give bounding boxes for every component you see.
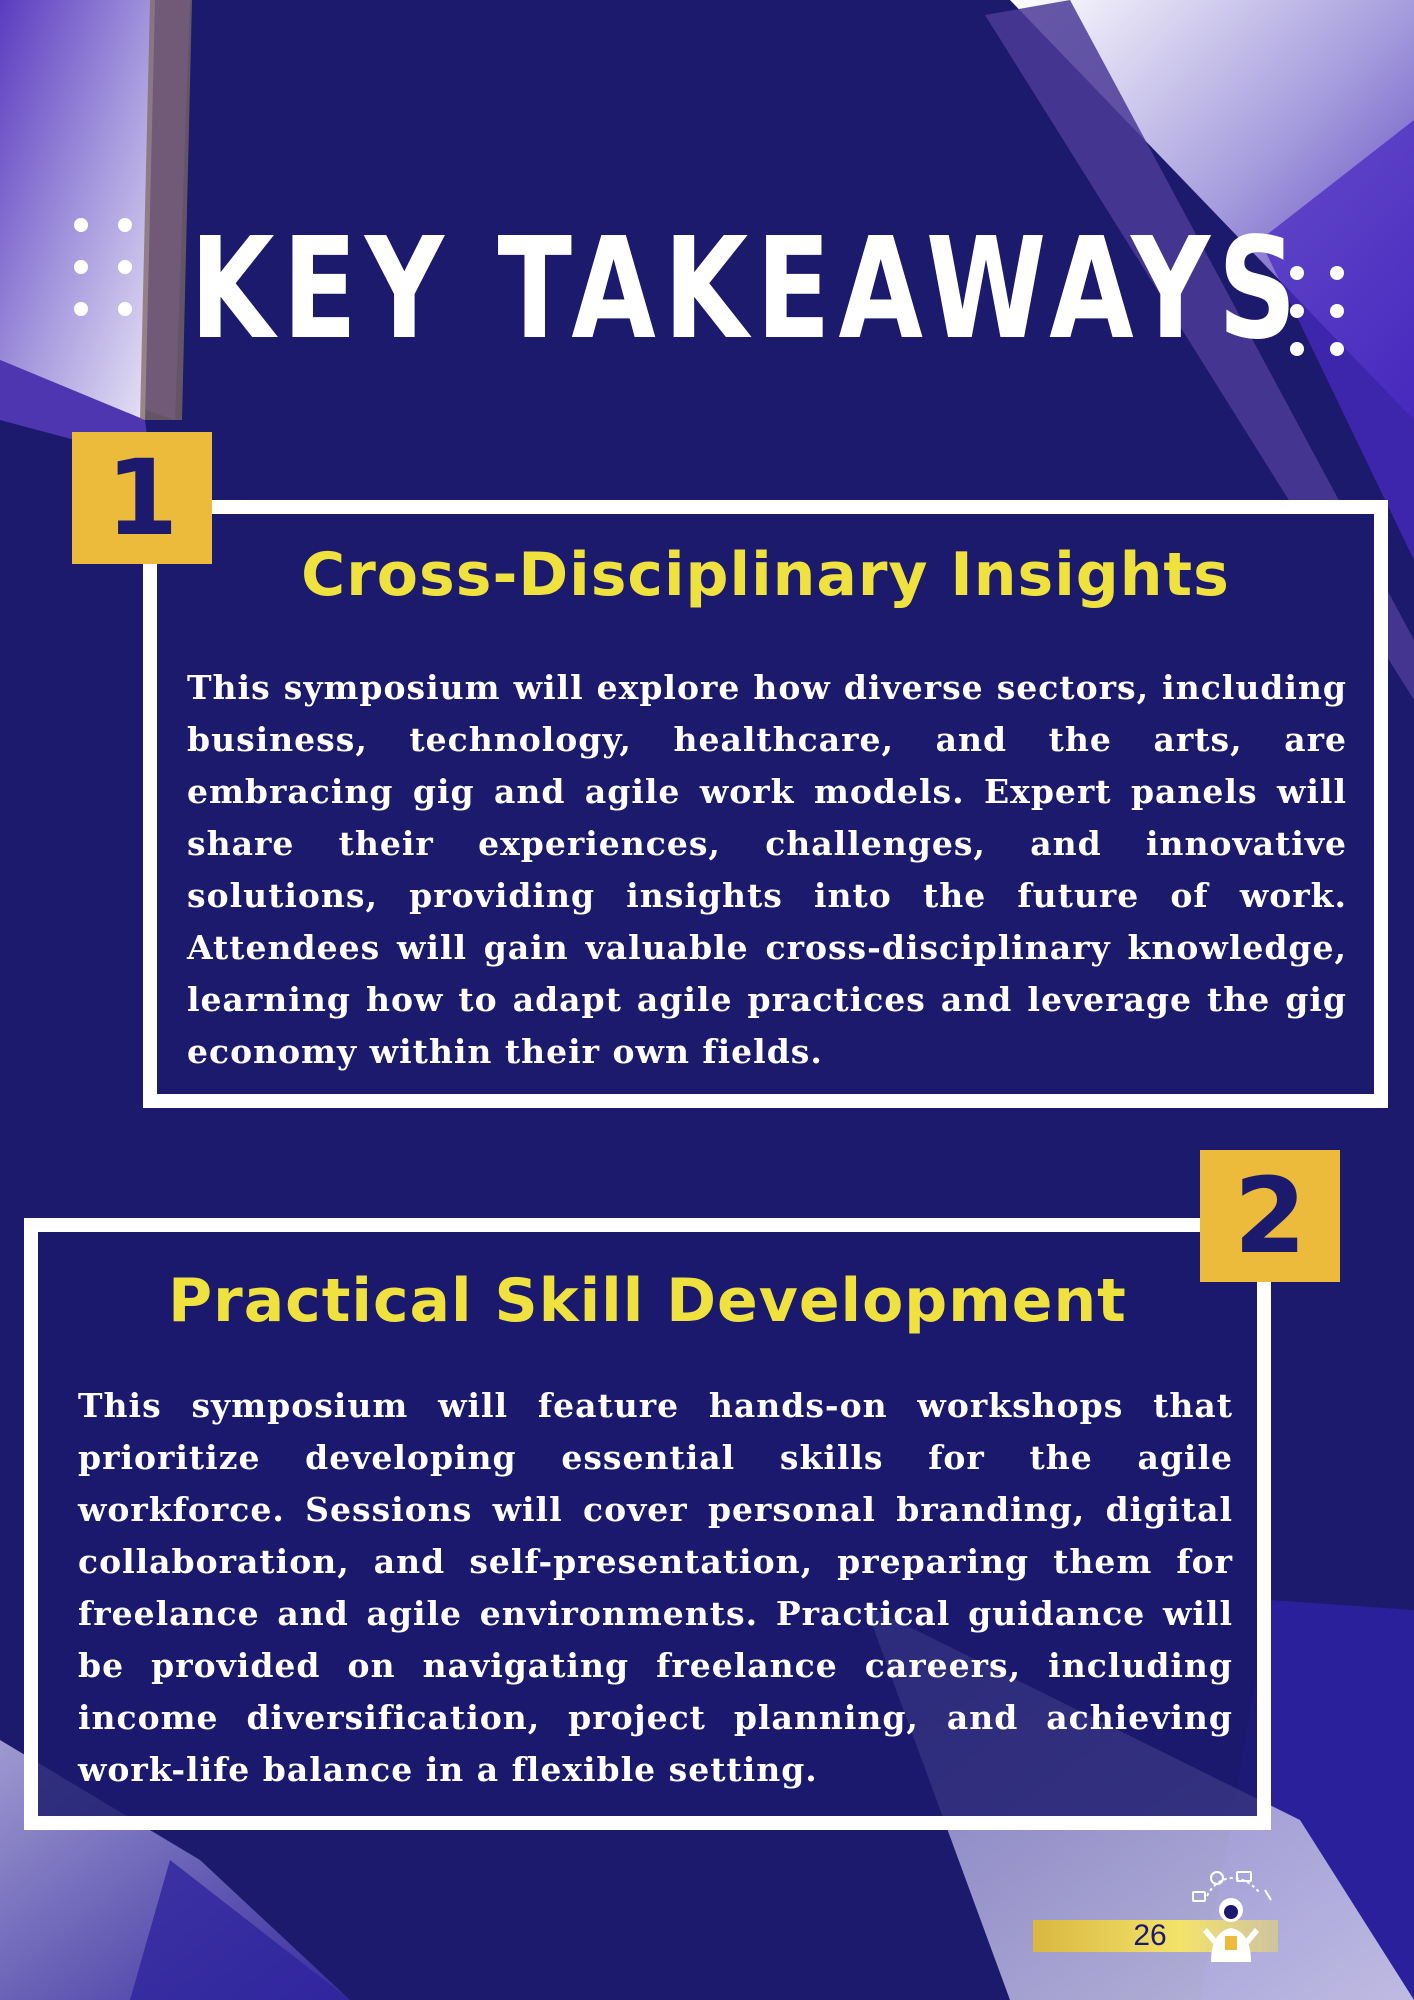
dot-grid-icon — [1290, 266, 1344, 356]
takeaway-number-badge: 2 — [1200, 1150, 1340, 1282]
takeaway-heading: Cross-Disciplinary Insights — [301, 540, 1230, 610]
bg-shape-top-left-light — [0, 0, 155, 420]
takeaway-number-badge: 1 — [72, 432, 212, 564]
page-title: KEY TAKEAWAYS — [190, 208, 1305, 371]
bg-shape-top-right-purple — [1260, 120, 1414, 560]
takeaway-body: This symposium will feature hands-on wor… — [78, 1386, 1233, 1789]
dot-grid-icon — [74, 218, 132, 316]
takeaway-card-2: Practical Skill Development This symposi… — [24, 1218, 1271, 1830]
takeaway-heading: Practical Skill Development — [168, 1266, 1127, 1336]
bg-shape-top-left-gold-strip — [140, 0, 192, 420]
takeaway-body: This symposium will explore how diverse … — [187, 668, 1347, 1071]
takeaway-card-1: Cross-Disciplinary Insights This symposi… — [143, 500, 1388, 1108]
page-number: 26 — [1133, 1919, 1167, 1952]
person-with-devices-icon — [1192, 1871, 1272, 1962]
bg-shape-bottom-left-dark — [130, 1860, 350, 2000]
